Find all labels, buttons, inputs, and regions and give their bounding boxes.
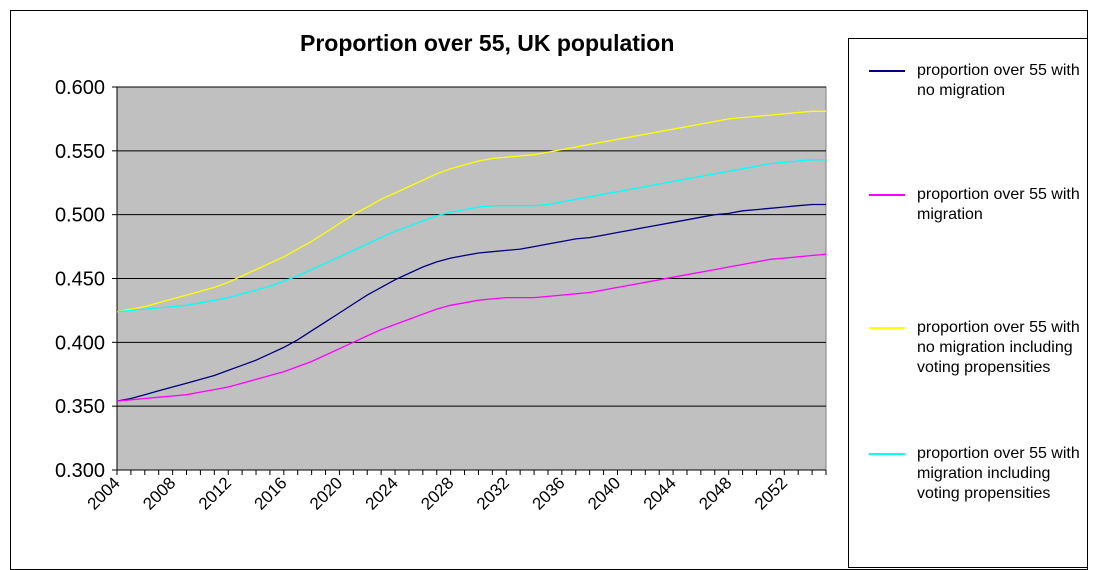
x-tick-label: 2028 xyxy=(417,473,457,513)
y-tick-label: 0.600 xyxy=(55,77,105,99)
y-tick-label: 0.350 xyxy=(55,396,105,418)
legend-swatch xyxy=(869,327,905,329)
x-tick-label: 2040 xyxy=(584,473,624,513)
x-tick-label: 2016 xyxy=(250,473,290,513)
legend-label: proportion over 55 with no migration inc… xyxy=(917,319,1080,376)
y-tick-label: 0.300 xyxy=(55,460,105,482)
series-line-3 xyxy=(116,110,826,313)
x-tick-label: 2024 xyxy=(362,473,402,513)
y-tick-label: 0.500 xyxy=(55,205,105,227)
legend-label: proportion over 55 with no migration xyxy=(917,62,1080,99)
legend-swatch xyxy=(869,194,905,196)
x-tick-label: 2012 xyxy=(195,473,235,513)
series-line-4 xyxy=(116,159,826,313)
y-tick-label: 0.550 xyxy=(55,141,105,163)
x-tick-label: 2044 xyxy=(640,473,680,513)
x-tick-label: 2048 xyxy=(695,473,735,513)
legend-label: proportion over 55 with migration includ… xyxy=(917,445,1080,502)
series-line-2 xyxy=(116,253,827,402)
y-tick-label: 0.450 xyxy=(55,269,105,291)
x-tick-label: 2052 xyxy=(751,473,791,513)
x-tick-label: 2036 xyxy=(529,473,569,513)
series-line-1 xyxy=(116,203,826,402)
x-tick-label: 2008 xyxy=(139,473,179,513)
chart-title: Proportion over 55, UK population xyxy=(300,30,675,56)
x-tick-label: 2020 xyxy=(306,473,346,513)
legend-swatch xyxy=(869,70,905,72)
y-tick-label: 0.400 xyxy=(55,332,105,354)
chart-legend: proportion over 55 with no migration prop… xyxy=(848,38,1088,568)
legend-swatch xyxy=(869,453,905,455)
x-tick-label: 2032 xyxy=(473,473,513,513)
legend-label: proportion over 55 with migration xyxy=(917,186,1080,223)
